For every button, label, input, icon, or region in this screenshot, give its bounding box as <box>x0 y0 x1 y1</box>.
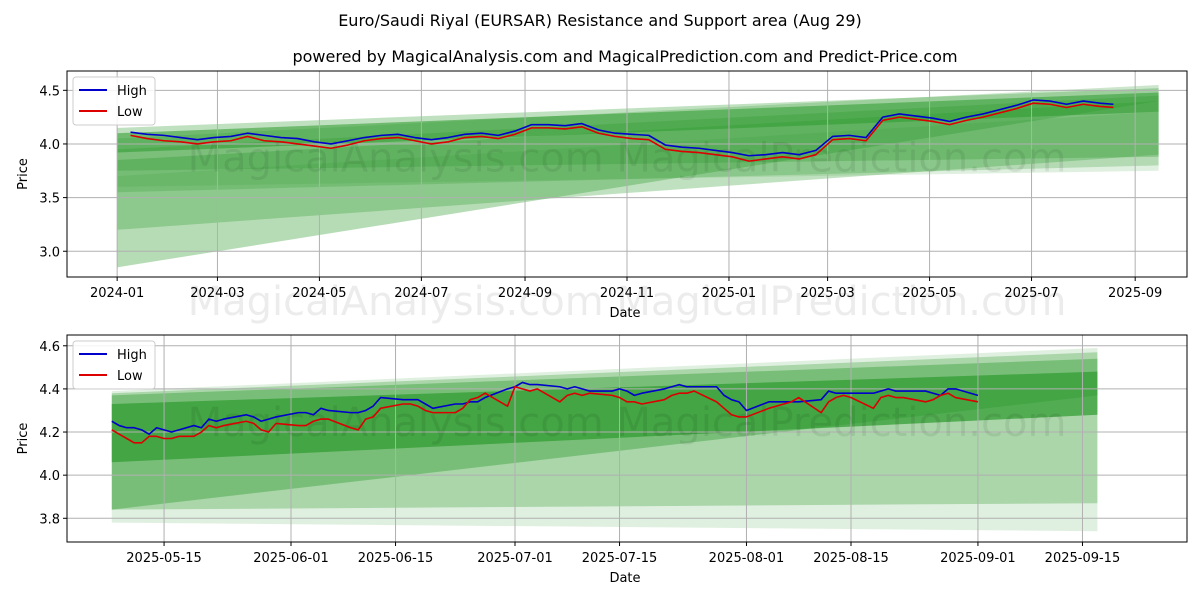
x-tick-label-3: 2024-07 <box>394 286 448 301</box>
band-area-0 <box>117 92 1159 153</box>
watermark-lower: MagicalAnalysis.com MagicalPrediction.co… <box>188 279 1067 325</box>
x-tick-label-10: 2025-09 <box>1108 286 1162 301</box>
x-tick-label-6: 2025-08-15 <box>813 551 889 566</box>
chart-title: Euro/Saudi Riyal (EURSAR) Resistance and… <box>338 11 862 30</box>
x-tick-label-4: 2024-09 <box>498 286 552 301</box>
watermark: MagicalAnalysis.com MagicalPrediction.co… <box>188 400 1067 446</box>
x-tick-label-1: 2024-03 <box>190 286 244 301</box>
y-tick-label-1: 4.0 <box>39 469 60 484</box>
x-axis-label: Date <box>609 306 640 321</box>
top-panel: MagicalAnalysis.com MagicalPrediction.co… <box>16 70 1188 325</box>
chart-subtitle: powered by MagicalAnalysis.com and Magic… <box>292 47 957 66</box>
series-line-low <box>111 385 979 444</box>
x-tick-label-8: 2025-05 <box>902 286 956 301</box>
legend-label-high: High <box>117 348 147 363</box>
x-tick-label-9: 2025-07 <box>1004 286 1058 301</box>
x-tick-label-0: 2025-05-15 <box>126 551 202 566</box>
band-area-5 <box>117 111 1159 187</box>
series-line-high <box>111 381 979 435</box>
plot-area: MagicalAnalysis.com MagicalPrediction.co… <box>67 335 1187 542</box>
bottom-panel: MagicalAnalysis.com MagicalPrediction.co… <box>16 334 1188 586</box>
x-tick-label-2: 2024-05 <box>292 286 346 301</box>
x-tick-label-2: 2025-06-15 <box>358 551 434 566</box>
legend-label-low: Low <box>117 105 143 120</box>
band-area-4 <box>117 101 1159 268</box>
legend-label-high: High <box>117 84 147 99</box>
x-tick-label-0: 2024-01 <box>90 286 144 301</box>
x-tick-label-3: 2025-07-01 <box>477 551 553 566</box>
x-tick-label-6: 2025-01 <box>702 286 756 301</box>
y-axis-label: Price <box>16 158 31 190</box>
x-tick-label-5: 2024-11 <box>600 286 654 301</box>
x-tick-label-7: 2025-09-01 <box>940 551 1016 566</box>
series-line-low <box>130 102 1114 162</box>
y-axis-label: Price <box>16 423 31 455</box>
y-tick-label-0: 3.8 <box>39 512 60 527</box>
y-tick-label-1: 3.5 <box>39 192 60 207</box>
legend-label-low: Low <box>117 369 143 384</box>
axes-frame <box>66 334 1188 543</box>
x-tick-label-5: 2025-08-01 <box>709 551 785 566</box>
y-tick-label-3: 4.4 <box>39 383 60 398</box>
band-area-1 <box>117 88 1159 171</box>
y-tick-label-0: 3.0 <box>39 245 60 260</box>
plot-area: MagicalAnalysis.com MagicalPrediction.co… <box>67 71 1187 277</box>
y-tick-label-3: 4.5 <box>39 84 60 99</box>
x-tick-label-4: 2025-07-15 <box>582 551 658 566</box>
x-tick-label-8: 2025-09-15 <box>1045 551 1121 566</box>
y-tick-label-2: 4.2 <box>39 426 60 441</box>
y-tick-label-2: 4.0 <box>39 138 60 153</box>
series-line-high <box>130 99 1114 157</box>
y-tick-label-4: 4.6 <box>39 340 60 355</box>
band-area-3 <box>117 95 1159 230</box>
x-tick-label-1: 2025-06-01 <box>253 551 329 566</box>
x-axis-label: Date <box>609 571 640 586</box>
x-tick-label-7: 2025-03 <box>800 286 854 301</box>
